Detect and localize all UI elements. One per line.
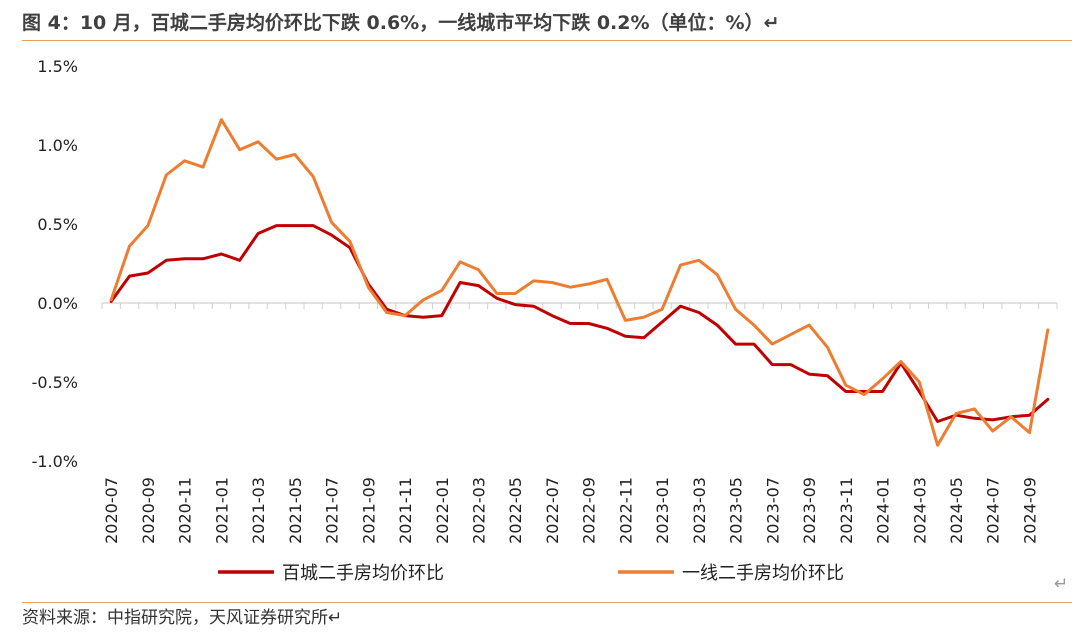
y-tick-label: -1.0% — [32, 452, 78, 471]
x-tick-label: 2024-05 — [947, 477, 966, 544]
x-tick-label: 2023-09 — [800, 477, 819, 544]
source-return-mark: ↵ — [328, 608, 343, 628]
x-tick-label: 2022-09 — [580, 477, 599, 544]
x-tick-label: 2023-07 — [763, 477, 782, 544]
title-bar: 图 4：10 月，百城二手房均价环比下跌 0.6%，一线城市平均下跌 0.2%（… — [22, 8, 1072, 41]
x-tick-label: 2021-01 — [212, 477, 231, 544]
y-tick-label: -0.5% — [32, 373, 78, 392]
y-tick-label: 1.0% — [37, 136, 78, 155]
x-tick-label: 2022-07 — [543, 477, 562, 544]
x-tick-label: 2020-07 — [102, 477, 121, 544]
x-tick-label: 2022-01 — [433, 477, 452, 544]
x-tick-label: 2021-09 — [359, 477, 378, 544]
title-return-mark: ↵ — [763, 12, 780, 34]
x-tick-label: 2020-09 — [139, 477, 158, 544]
x-axis-labels: 2020-07 2020-09 2020-11 2021-01 2021-03 2021-… — [102, 477, 1039, 544]
x-tick-label: 2021-03 — [249, 477, 268, 544]
line-chart: 1.5%1.0%0.5%0.0%-0.5%-1.0% 2020-07 2020-0… — [32, 57, 1058, 584]
paragraph-return-mark: ↵ — [1054, 574, 1069, 594]
x-tick-label: 2020-11 — [176, 477, 195, 544]
legend-label: 一线二手房均价环比 — [682, 563, 844, 584]
legend-label: 百城二手房均价环比 — [282, 563, 444, 584]
chart-title: 图 4：10 月，百城二手房均价环比下跌 0.6%，一线城市平均下跌 0.2%（… — [22, 12, 764, 34]
source-bar: 资料来源：中指研究院，天风证券研究所↵ — [22, 602, 1072, 637]
x-tick-label: 2023-05 — [727, 477, 746, 544]
x-tick-label: 2021-05 — [286, 477, 305, 544]
series-lines — [109, 118, 1050, 447]
x-tick-label: 2022-11 — [616, 477, 635, 544]
x-tick-label: 2024-01 — [874, 477, 893, 544]
x-tick-label: 2022-05 — [506, 477, 525, 544]
x-tick-label: 2021-07 — [323, 477, 342, 544]
x-tick-label: 2023-01 — [653, 477, 672, 544]
source-note: 资料来源：中指研究院，天风证券研究所 — [22, 608, 328, 628]
x-tick-label: 2022-03 — [469, 477, 488, 544]
y-tick-label: 0.5% — [37, 215, 78, 234]
y-tick-label: 0.0% — [37, 294, 78, 313]
x-axis — [101, 302, 1058, 309]
x-tick-label: 2024-07 — [984, 477, 1003, 544]
y-axis-labels: 1.5% 1.0% 0.5% 0.0% -0.5% -1.0% — [32, 57, 78, 471]
x-tick-label: 2021-11 — [396, 477, 415, 544]
series-line-tier1-cities — [109, 118, 1050, 447]
x-tick-label: 2023-11 — [837, 477, 856, 544]
legend: 百城二手房均价环比 一线二手房均价环比 — [218, 563, 844, 584]
x-tick-label: 2023-03 — [690, 477, 709, 544]
x-tick-label: 2024-09 — [1020, 477, 1039, 544]
x-tick-label: 2024-03 — [910, 477, 929, 544]
y-tick-label: 1.5% — [37, 57, 78, 76]
series-line-hundred-cities — [109, 224, 1050, 423]
